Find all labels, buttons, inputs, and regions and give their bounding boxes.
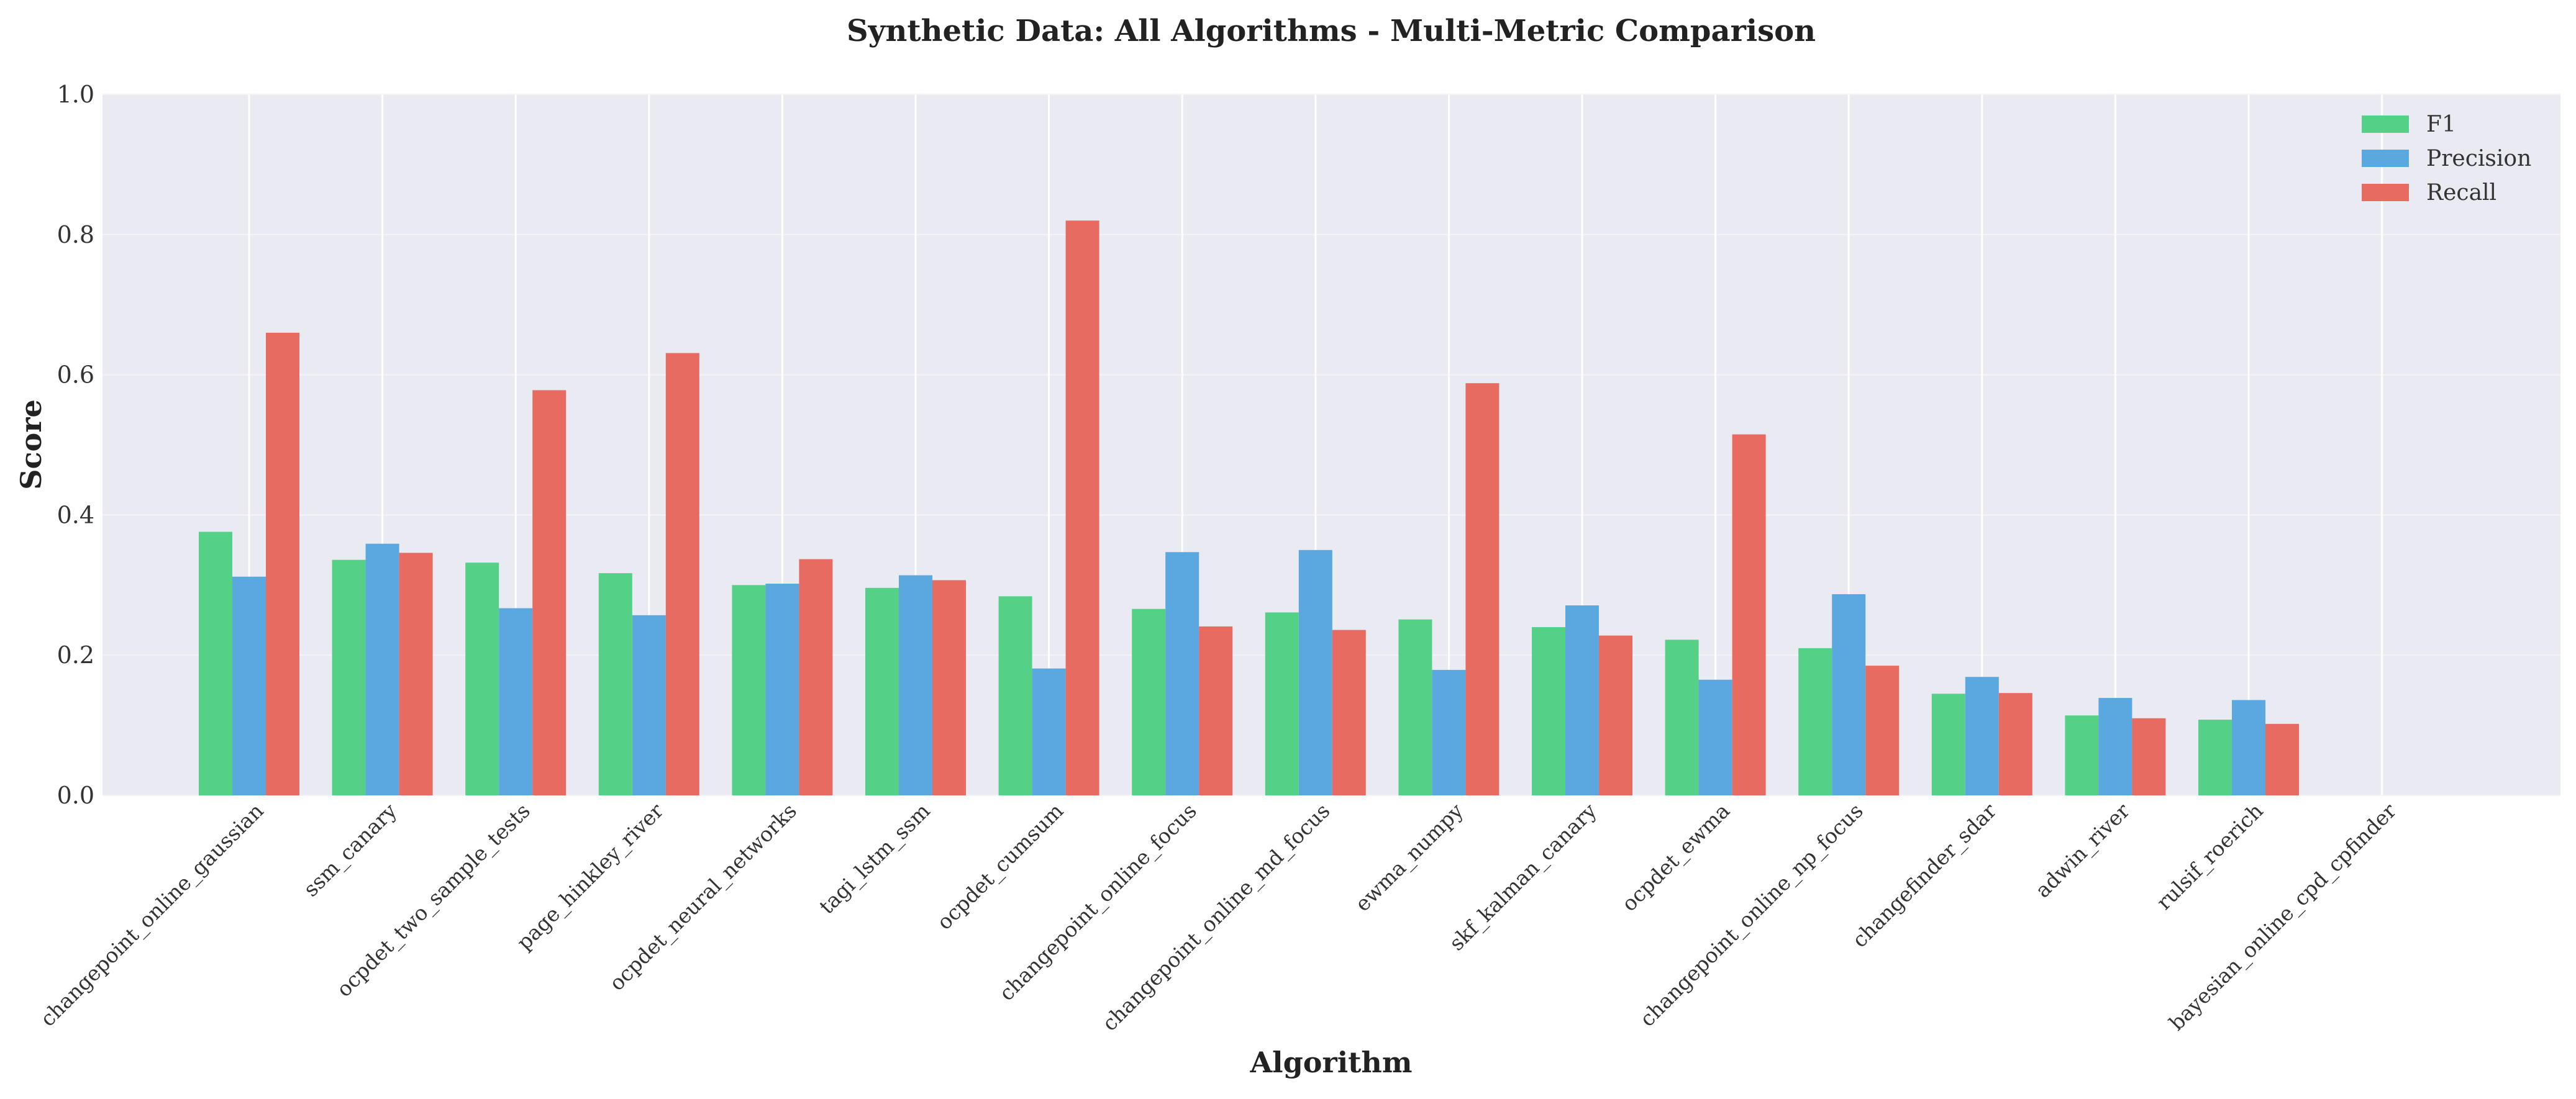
legend-label-precision: Precision: [2426, 146, 2531, 171]
y-tick-label: 0.6: [57, 361, 94, 389]
bar-precision-ssm_canary: [365, 543, 399, 795]
bar-f1-changepoint_online_focus: [1132, 608, 1166, 795]
bar-precision-adwin_river: [2098, 698, 2132, 795]
bar-f1-ssm_canary: [332, 559, 366, 795]
bar-recall-ocpdet_two_sample_tests: [532, 390, 567, 795]
bar-recall-ocpdet_ewma: [1732, 434, 1766, 795]
bar-precision-ocpdet_ewma: [1698, 679, 1732, 795]
x-tick-label: changepoint_online_np_focus: [1635, 798, 1868, 1031]
bar-f1-changepoint_online_md_focus: [1265, 612, 1299, 795]
x-axis-label: Algorithm: [1249, 1046, 1412, 1079]
bar-recall-changepoint_online_np_focus: [1865, 666, 1900, 795]
bar-recall-tagi_lstm_ssm: [932, 580, 966, 795]
bar-f1-rulsif_roerich: [2198, 720, 2232, 795]
bar-precision-page_hinkley_river: [632, 615, 666, 795]
bar-precision-ewma_numpy: [1432, 669, 1466, 795]
bar-f1-changepoint_online_np_focus: [1798, 648, 1832, 795]
x-tick-label: adwin_river: [2031, 798, 2135, 903]
bar-f1-page_hinkley_river: [598, 573, 632, 795]
x-tick-label: ewma_numpy: [1350, 798, 1468, 916]
bar-precision-rulsif_roerich: [2232, 700, 2265, 795]
bar-recall-ewma_numpy: [1465, 383, 1500, 795]
bar-recall-changefinder_sdar: [1998, 693, 2032, 795]
bar-precision-ocpdet_two_sample_tests: [499, 608, 533, 795]
bar-precision-changefinder_sdar: [1965, 677, 1999, 795]
x-tick-label: tagi_lstm_ssm: [814, 798, 935, 919]
bar-recall-ocpdet_cumsum: [1065, 220, 1099, 796]
bar-recall-ocpdet_neural_networks: [799, 559, 833, 795]
bar-recall-skf_kalman_canary: [1599, 635, 1632, 795]
bar-f1-ocpdet_neural_networks: [732, 585, 766, 795]
legend-label-recall: Recall: [2426, 180, 2496, 206]
bar-recall-page_hinkley_river: [665, 353, 699, 795]
y-tick-label: 0.8: [57, 221, 94, 248]
bar-f1-tagi_lstm_ssm: [865, 587, 899, 795]
y-axis-label: Score: [14, 399, 48, 489]
bar-f1-changepoint_online_gaussian: [199, 531, 232, 795]
bar-recall-rulsif_roerich: [2265, 723, 2299, 795]
x-tick-label: ocpdet_ewma: [1617, 798, 1735, 916]
bar-f1-changefinder_sdar: [1931, 694, 1965, 795]
y-tick-label: 0.4: [57, 501, 94, 528]
y-tick-labels: 0.0 0.2 0.4 0.6 0.8 1.0: [57, 81, 94, 809]
bar-precision-skf_kalman_canary: [1565, 605, 1599, 795]
y-tick-label: 0.2: [57, 641, 94, 669]
x-tick-label: changefinder_sdar: [1847, 798, 2001, 952]
bar-recall-changepoint_online_focus: [1199, 626, 1233, 795]
y-tick-label: 1.0: [57, 81, 94, 108]
bar-f1-skf_kalman_canary: [1532, 627, 1565, 795]
x-tick-label: ssm_canary: [299, 798, 403, 902]
bar-precision-changepoint_online_np_focus: [1832, 594, 1866, 795]
bar-precision-ocpdet_neural_networks: [765, 584, 799, 795]
bar-recall-changepoint_online_md_focus: [1332, 630, 1366, 795]
x-tick-labels: changepoint_online_gaussian ssm_canary ocp…: [35, 798, 2401, 1036]
x-tick-label: changepoint_online_gaussian: [35, 798, 268, 1031]
legend-swatch-f1: [2362, 115, 2409, 133]
bar-precision-changepoint_online_gaussian: [232, 576, 266, 795]
x-tick-label: rulsif_roerich: [2152, 798, 2268, 915]
x-tick-label: page_hinkley_river: [512, 798, 668, 955]
bar-precision-ocpdet_cumsum: [1032, 668, 1066, 795]
bar-recall-changepoint_online_gaussian: [266, 332, 299, 795]
bars: [199, 220, 2299, 796]
x-tick-label: changepoint_online_md_focus: [1098, 798, 1336, 1036]
bar-f1-ocpdet_ewma: [1665, 640, 1699, 795]
x-tick-label: skf_kalman_canary: [1444, 798, 1601, 956]
legend-swatch-recall: [2362, 184, 2409, 201]
legend-label-f1: F1: [2426, 112, 2456, 137]
legend-swatch-precision: [2362, 150, 2409, 167]
bar-recall-adwin_river: [2132, 718, 2166, 795]
bar-precision-changepoint_online_md_focus: [1298, 550, 1332, 795]
bar-f1-ewma_numpy: [1398, 619, 1432, 795]
x-tick-label: ocpdet_cumsum: [932, 798, 1068, 934]
y-tick-label: 0.0: [57, 782, 94, 809]
bar-precision-changepoint_online_focus: [1165, 552, 1199, 795]
chart-title: Synthetic Data: All Algorithms - Multi-M…: [847, 14, 1816, 48]
bar-recall-ssm_canary: [399, 553, 433, 795]
legend: F1 Precision Recall: [2362, 112, 2531, 206]
bar-f1-adwin_river: [2065, 715, 2099, 795]
bar-f1-ocpdet_two_sample_tests: [465, 563, 499, 795]
bar-f1-ocpdet_cumsum: [998, 596, 1032, 795]
bar-precision-tagi_lstm_ssm: [899, 575, 932, 795]
x-tick-label: bayesian_online_cpd_cpfinder: [2164, 798, 2401, 1036]
